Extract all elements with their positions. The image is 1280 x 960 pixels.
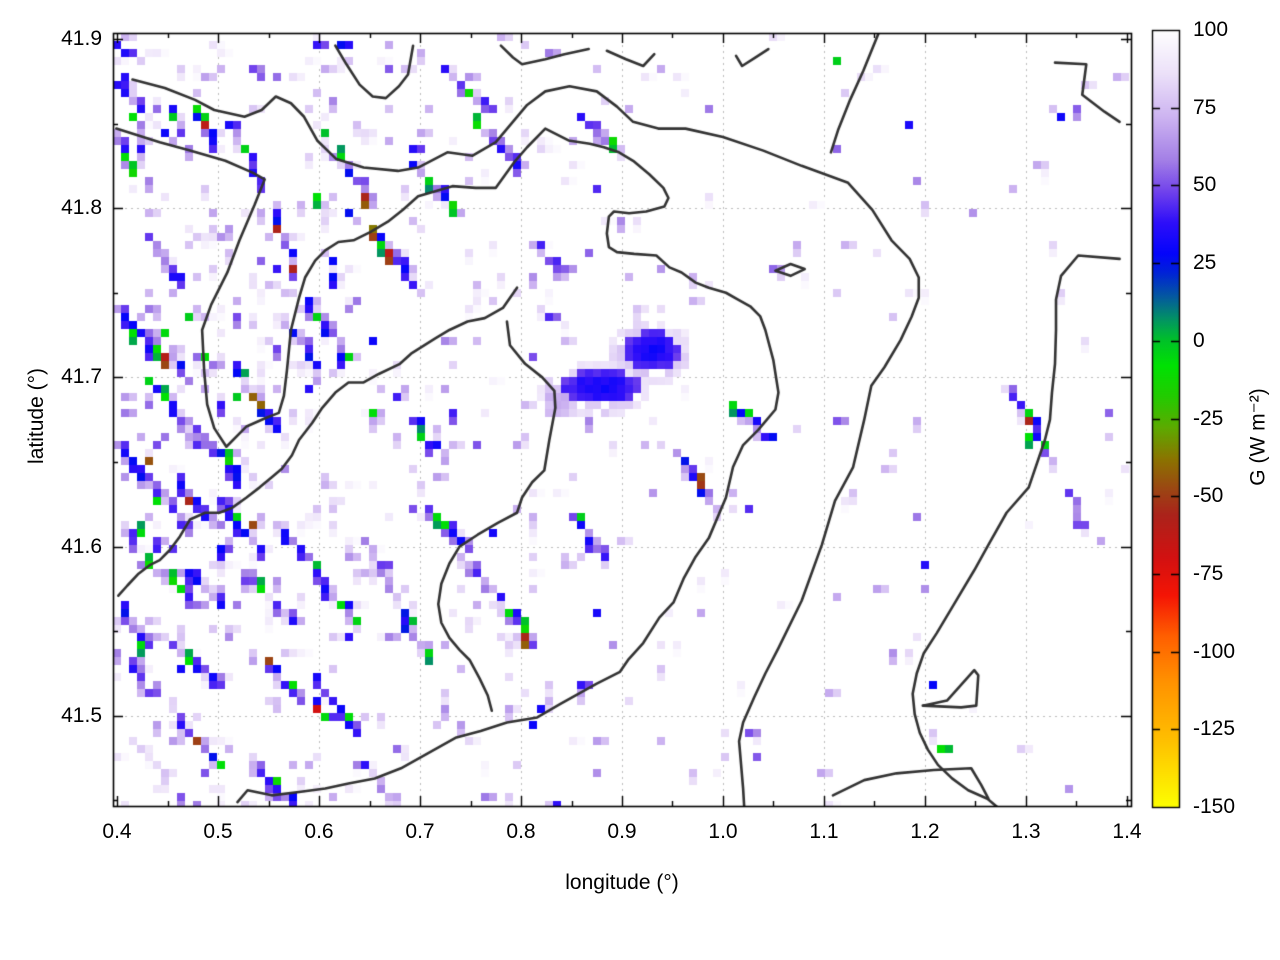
y-tick-label: 41.9 bbox=[61, 27, 102, 50]
y-tick-label: 41.8 bbox=[61, 196, 102, 219]
colorbar-tick-label: 100 bbox=[1193, 18, 1229, 41]
colorbar-tick-label: -50 bbox=[1193, 484, 1224, 507]
colorbar-tick-label: 25 bbox=[1193, 251, 1217, 274]
y-tick-label: 41.7 bbox=[61, 365, 102, 388]
x-tick-label: 1.2 bbox=[910, 820, 940, 843]
colorbar-tick-label: 0 bbox=[1193, 329, 1205, 352]
x-tick-label: 0.8 bbox=[506, 820, 536, 843]
x-tick-label: 1.0 bbox=[708, 820, 738, 843]
colorbar-tick-label: -25 bbox=[1193, 407, 1224, 430]
colorbar-tick-label: -125 bbox=[1193, 717, 1236, 740]
colorbar-title: G (W m⁻²) bbox=[1246, 388, 1270, 486]
x-axis-title: longitude (°) bbox=[565, 871, 679, 894]
colorbar-tick-label: 75 bbox=[1193, 96, 1217, 119]
x-tick-label: 0.4 bbox=[102, 820, 132, 843]
colorbar-tick-label: -75 bbox=[1193, 562, 1224, 585]
x-tick-label: 0.7 bbox=[405, 820, 435, 843]
y-tick-label: 41.5 bbox=[61, 704, 102, 727]
x-tick-label: 1.3 bbox=[1011, 820, 1041, 843]
colorbar-tick-label: -150 bbox=[1193, 795, 1236, 818]
x-tick-label: 0.6 bbox=[304, 820, 334, 843]
colorbar-tick-label: 50 bbox=[1193, 173, 1217, 196]
x-tick-label: 1.4 bbox=[1112, 820, 1142, 843]
x-tick-label: 0.5 bbox=[203, 820, 233, 843]
x-tick-label: 1.1 bbox=[809, 820, 839, 843]
y-tick-label: 41.6 bbox=[61, 535, 102, 558]
colorbar-tick-label: -100 bbox=[1193, 640, 1236, 663]
x-tick-label: 0.9 bbox=[607, 820, 637, 843]
